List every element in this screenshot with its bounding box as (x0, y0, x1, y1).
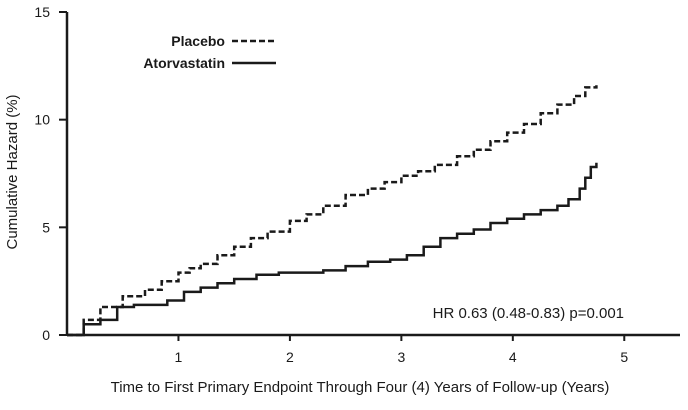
x-tick-label: 1 (175, 349, 183, 365)
series-line-placebo (67, 85, 598, 337)
tick-labels: 0 5 10 15 1 2 3 4 5 (34, 4, 628, 365)
y-tick-label: 15 (34, 4, 50, 20)
tick-marks (59, 11, 626, 341)
x-tick-label: 3 (397, 349, 405, 365)
x-tick-label: 2 (286, 349, 294, 365)
series-line-atorvastatin (67, 162, 598, 337)
y-tick-label: 0 (42, 327, 50, 343)
x-tick-label: 5 (620, 349, 628, 365)
y-tick-label: 10 (34, 112, 50, 128)
x-tick-label: 4 (509, 349, 517, 365)
x-axis-title: Time to First Primary Endpoint Through F… (111, 379, 610, 396)
legend-label-placebo: Placebo (171, 33, 225, 49)
series-layer (67, 85, 598, 337)
hazard-ratio-annotation: HR 0.63 (0.48-0.83) p=0.001 (433, 305, 624, 322)
axes (65, 12, 680, 337)
legend-label-atorvastatin: Atorvastatin (143, 55, 225, 71)
y-tick-label: 5 (42, 219, 50, 235)
y-axis-title: Cumulative Hazard (%) (4, 94, 21, 249)
legend: Placebo Atorvastatin (143, 33, 276, 71)
